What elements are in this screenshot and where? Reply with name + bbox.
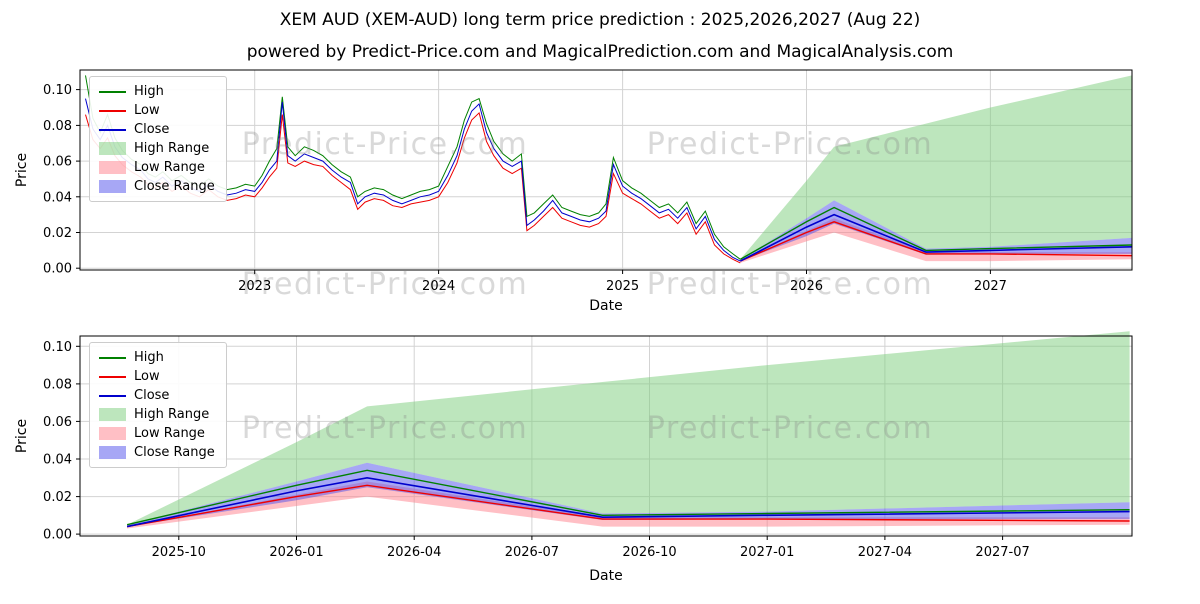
- x-tick-label: 2023: [238, 279, 271, 294]
- legend-swatch-high: [99, 90, 126, 93]
- legend-label: Low Range: [134, 426, 205, 441]
- plot-frame: [79, 335, 1133, 537]
- watermark-text: Predict-Price.com: [242, 267, 528, 302]
- legend-label: Close Range: [134, 445, 215, 460]
- y-tick-label: 0.08: [43, 377, 72, 392]
- x-tick-label: 2026-07: [505, 545, 559, 560]
- x-axis-label: Date: [589, 298, 622, 314]
- y-tick-label: 0.06: [43, 155, 72, 170]
- history-and-forecast-plot: Predict-Price.com Predict-Price.com Predic…: [14, 69, 1133, 314]
- y-tick-label: 0.00: [43, 262, 72, 277]
- legend-swatch-low: [99, 109, 126, 112]
- watermark-text: Predict-Price.com: [647, 411, 933, 446]
- low-line-forecast: [740, 221, 1133, 262]
- legend-label: Close: [134, 388, 170, 403]
- legend-item-close: Close: [99, 388, 215, 403]
- legend-item-low-range: Low Range: [99, 426, 215, 441]
- x-tick-label: 2026-10: [622, 545, 676, 560]
- legend-swatch-close: [99, 128, 126, 131]
- y-tick-label: 0.06: [43, 415, 72, 430]
- page-subtitle: powered by Predict-Price.com and Magical…: [246, 42, 954, 62]
- y-tick-label: 0.10: [43, 340, 72, 355]
- legend-item-low-range: Low Range: [99, 160, 215, 175]
- high-line-forecast: [739, 206, 1133, 260]
- legend-swatch-high-range: [99, 408, 126, 421]
- forecast-detail-plot: Predict-Price.com Predict-Price.com 0.00 0.…: [14, 331, 1133, 584]
- chart-forecast-detail: Predict-Price.com Predict-Price.com 0.00 0.…: [0, 325, 1200, 600]
- legend-item-high-range: High Range: [99, 407, 215, 422]
- legend-label: Low: [134, 103, 160, 118]
- y-tick-label: 0.04: [43, 453, 72, 468]
- legend-item-close: Close: [99, 122, 215, 137]
- x-tick-label: 2027-04: [858, 545, 912, 560]
- close-line-forecast: [126, 476, 1130, 528]
- y-tick-label: 0.00: [43, 528, 72, 543]
- legend-swatch-low-range: [99, 161, 126, 174]
- x-tick-label: 2025: [606, 279, 639, 294]
- legend-label: Low Range: [134, 160, 205, 175]
- x-tick-label: 2027: [974, 279, 1007, 294]
- legend-swatch-high-range: [99, 142, 126, 155]
- legend-swatch-high: [99, 356, 126, 359]
- legend-label: Close Range: [134, 179, 215, 194]
- legend-label: High Range: [134, 141, 210, 156]
- high-range-band: [127, 331, 1130, 525]
- page-title: XEM AUD (XEM-AUD) long term price predic…: [279, 10, 921, 30]
- x-tick-label: 2026: [790, 279, 823, 294]
- x-axis-label: Date: [589, 568, 622, 584]
- legend: High Low Close High Range Low Range Close Ran…: [89, 342, 227, 468]
- legend-label: High Range: [134, 407, 210, 422]
- x-tick-label: 2024: [422, 279, 455, 294]
- legend-item-high: High: [99, 84, 215, 99]
- legend-swatch-low: [99, 375, 126, 378]
- legend: High Low Close High Range Low Range Close Ran…: [89, 76, 227, 202]
- high-line-forecast: [126, 469, 1130, 526]
- low-line-forecast: [126, 484, 1130, 528]
- legend-swatch-close-range: [99, 180, 126, 193]
- chart-history-and-forecast: Predict-Price.com Predict-Price.com Predic…: [0, 62, 1200, 325]
- legend-item-high: High: [99, 350, 215, 365]
- y-tick-label: 0.04: [43, 190, 72, 205]
- y-tick-label: 0.08: [43, 119, 72, 134]
- low-range-band: [127, 481, 1130, 529]
- x-tick-label: 2027-07: [975, 545, 1029, 560]
- low-range-band: [740, 218, 1132, 263]
- watermark-text: Predict-Price.com: [242, 127, 528, 162]
- x-tick-label: 2027-01: [740, 545, 794, 560]
- legend-swatch-low-range: [99, 427, 126, 440]
- x-tick-label: 2026-01: [269, 545, 323, 560]
- legend-item-low: Low: [99, 103, 215, 118]
- close-line-forecast: [739, 213, 1133, 262]
- legend-item-high-range: High Range: [99, 141, 215, 156]
- watermark-text: Predict-Price.com: [647, 267, 933, 302]
- legend-item-low: Low: [99, 369, 215, 384]
- x-tick-label: 2025-10: [152, 545, 206, 560]
- legend-label: Low: [134, 369, 160, 384]
- legend-label: Close: [134, 122, 170, 137]
- y-tick-label: 0.10: [43, 83, 72, 98]
- x-tick-label: 2026-04: [387, 545, 441, 560]
- legend-item-close-range: Close Range: [99, 179, 215, 194]
- legend-swatch-close-range: [99, 446, 126, 459]
- y-tick-label: 0.02: [43, 226, 72, 241]
- legend-swatch-close: [99, 394, 126, 397]
- y-axis-label: Price: [14, 419, 30, 453]
- high-range-band: [740, 75, 1132, 260]
- y-tick-label: 0.02: [43, 490, 72, 505]
- plot-frame: [79, 69, 1133, 271]
- legend-label: High: [134, 84, 164, 99]
- legend-label: High: [134, 350, 164, 365]
- legend-item-close-range: Close Range: [99, 445, 215, 460]
- watermark-text: Predict-Price.com: [242, 411, 528, 446]
- watermark-text: Predict-Price.com: [647, 127, 933, 162]
- y-axis-label: Price: [14, 153, 30, 187]
- close-range-band: [127, 462, 1130, 527]
